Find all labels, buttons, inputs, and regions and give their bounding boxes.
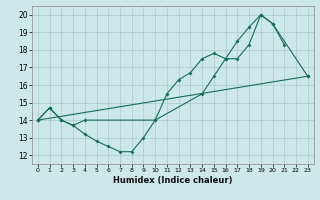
X-axis label: Humidex (Indice chaleur): Humidex (Indice chaleur)	[113, 176, 233, 185]
